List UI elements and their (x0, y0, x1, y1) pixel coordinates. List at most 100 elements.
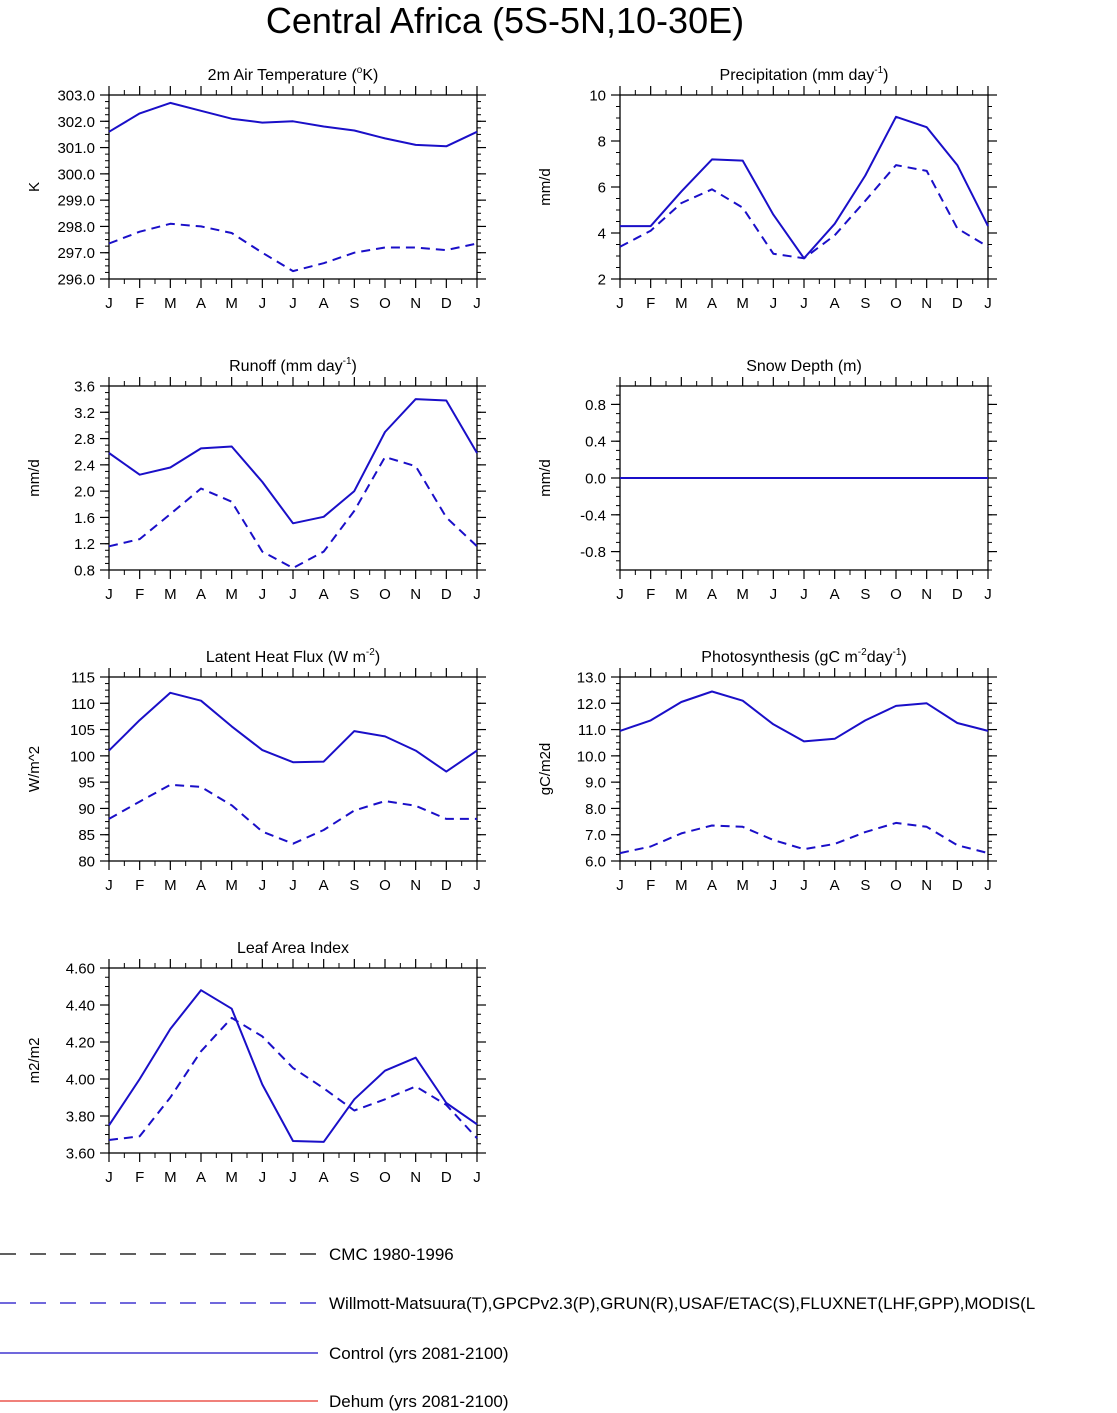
x-tick-label: D (441, 586, 452, 603)
x-tick-label: D (952, 586, 963, 603)
x-tick-label: F (135, 877, 144, 894)
x-tick-label: A (830, 586, 840, 603)
x-tick-label: O (379, 1169, 391, 1186)
y-tick-label: 80 (78, 854, 95, 871)
x-tick-label: M (225, 295, 238, 312)
y-tick-label: 4 (598, 226, 606, 243)
x-tick-label: J (105, 586, 113, 603)
x-tick-label: J (770, 295, 778, 312)
chart-panel-5: J F M A M J J A S O N D J 80 85 90 95 100 105 110 115 Latent … (26, 647, 486, 894)
x-tick-label: A (830, 295, 840, 312)
y-tick-label: 2 (598, 272, 606, 289)
x-tick-label: N (410, 1169, 421, 1186)
y-tick-label: 298.0 (57, 219, 95, 236)
x-tick-label: J (770, 586, 778, 603)
y-tick-label: 0.8 (585, 397, 606, 414)
x-tick-label: S (860, 586, 870, 603)
x-tick-label: N (921, 586, 932, 603)
y-tick-label: 6.0 (585, 854, 606, 871)
x-tick-label: J (259, 295, 267, 312)
y-tick-label: 3.2 (74, 405, 95, 422)
x-tick-label: J (289, 295, 297, 312)
observed-series-line (108, 222, 478, 273)
legend: CMC 1980-1996 Willmott-Matsuura(T),GPCPv2… (0, 1245, 1035, 1411)
y-axis-label: gC/m2d (537, 743, 554, 796)
plot-frame (108, 94, 478, 280)
x-tick-label: J (259, 586, 267, 603)
chart-panel-4: J F M A M J J A S O N D J -0.8 -0.4 0.0 0.4 0.8 Snow Depth… (537, 358, 997, 603)
y-tick-label: 299.0 (57, 193, 95, 210)
y-axis-label: mm/d (26, 459, 43, 497)
x-tick-label: J (105, 1169, 113, 1186)
y-tick-label: 85 (78, 827, 95, 844)
x-tick-label: O (890, 295, 902, 312)
x-tick-label: J (259, 877, 267, 894)
x-tick-label: O (379, 295, 391, 312)
y-axis-label: mm/d (537, 168, 554, 206)
control-series-line (108, 989, 478, 1143)
x-tick-label: D (441, 877, 452, 894)
y-tick-label: 9.0 (585, 775, 606, 792)
y-tick-label: 7.0 (585, 827, 606, 844)
x-tick-label: J (289, 1169, 297, 1186)
y-tick-label: 100 (70, 748, 95, 765)
x-tick-label: J (289, 877, 297, 894)
y-tick-label: 2.0 (74, 484, 95, 501)
x-tick-label: F (135, 1169, 144, 1186)
x-tick-label: M (675, 295, 688, 312)
x-tick-label: F (646, 295, 655, 312)
legend-label-3: Control (yrs 2081-2100) (329, 1344, 509, 1363)
y-tick-label: 3.80 (66, 1109, 95, 1126)
observed-series-line (619, 821, 989, 855)
x-tick-label: M (675, 877, 688, 894)
x-tick-label: S (860, 295, 870, 312)
x-tick-label: M (225, 1169, 238, 1186)
y-axis-label: mm/d (537, 459, 554, 497)
y-tick-label: 8.0 (585, 801, 606, 818)
x-tick-label: S (349, 1169, 359, 1186)
x-tick-label: O (379, 877, 391, 894)
chart-title: Precipitation (mm day-1) (720, 65, 889, 84)
x-tick-label: J (616, 295, 624, 312)
control-series-line (619, 690, 989, 743)
y-tick-label: 3.6 (74, 379, 95, 396)
chart-title: Latent Heat Flux (W m-2) (206, 647, 380, 666)
y-tick-label: 2.4 (74, 457, 95, 474)
y-tick-label: 296.0 (57, 272, 95, 289)
x-tick-label: A (319, 1169, 329, 1186)
y-tick-label: 4.40 (66, 998, 95, 1015)
y-tick-label: 10.0 (577, 748, 606, 765)
x-tick-label: J (259, 1169, 267, 1186)
x-tick-label: A (196, 586, 206, 603)
x-tick-label: J (616, 877, 624, 894)
x-tick-label: S (860, 877, 870, 894)
x-tick-label: A (319, 295, 329, 312)
y-axis-label: W/m^2 (26, 746, 43, 792)
x-tick-label: A (707, 295, 717, 312)
x-tick-label: O (890, 586, 902, 603)
x-tick-label: A (707, 877, 717, 894)
y-tick-label: 4.60 (66, 961, 95, 978)
x-tick-label: J (105, 877, 113, 894)
y-tick-label: 95 (78, 775, 95, 792)
x-tick-label: J (800, 295, 808, 312)
x-tick-label: S (349, 586, 359, 603)
y-tick-label: -0.4 (580, 507, 606, 524)
y-tick-label: 0.4 (585, 434, 606, 451)
x-tick-label: N (410, 295, 421, 312)
y-axis-label: K (26, 182, 43, 192)
y-tick-label: -0.8 (580, 544, 606, 561)
y-tick-label: 2.8 (74, 431, 95, 448)
x-tick-label: N (921, 295, 932, 312)
x-tick-label: D (952, 877, 963, 894)
x-tick-label: J (473, 1169, 481, 1186)
control-series-line (108, 101, 478, 148)
y-tick-label: 8 (598, 134, 606, 151)
y-tick-label: 11.0 (578, 722, 606, 739)
chart-title: Leaf Area Index (237, 940, 349, 957)
x-tick-label: N (410, 877, 421, 894)
x-tick-label: J (473, 877, 481, 894)
control-series-line (620, 115, 989, 260)
x-tick-label: M (225, 586, 238, 603)
x-tick-label: O (379, 586, 391, 603)
